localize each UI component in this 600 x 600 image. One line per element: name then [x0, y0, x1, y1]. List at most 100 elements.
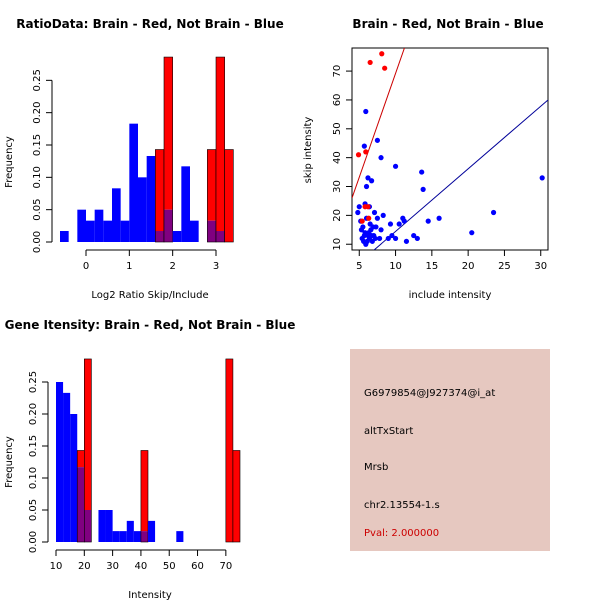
not-brain-point [356, 204, 362, 210]
gene-bar-blue [63, 392, 71, 542]
ratio-y-tick-label: 0.10 [32, 166, 43, 188]
pval-text: Pval: 2.000000 [364, 528, 439, 539]
gene-y-tick-label: 0.25 [28, 371, 39, 393]
gene-x-tick-label: 50 [163, 561, 176, 572]
not-brain-point [355, 209, 361, 216]
scatter-x-tick-label: 10 [389, 261, 402, 272]
gene-bar-blue [112, 531, 120, 542]
gene-bar-red [84, 358, 92, 510]
gene-bar-blue [133, 531, 141, 542]
not-brain-point [539, 175, 545, 181]
not-brain-point [378, 227, 384, 233]
not-brain-point [374, 215, 381, 221]
gene-bar-blue [119, 531, 127, 542]
ratio-bar-outline [163, 56, 173, 243]
ratio-bar-blue [129, 123, 138, 242]
gene-x-tick-label: 30 [106, 561, 119, 572]
gene-bar-overlap [140, 531, 148, 542]
ratio-bar-red [216, 57, 225, 232]
ratio-bar-red [207, 149, 216, 221]
ratio-y-tick-label: 0.15 [32, 134, 43, 156]
ratio-y-tick-label: 0.00 [32, 231, 43, 253]
gene-bar-red [232, 450, 240, 542]
not-brain-point [363, 183, 370, 190]
gene-y-label: Frequency [4, 436, 15, 488]
gene-x-label: Intensity [128, 590, 172, 600]
brain-point [366, 215, 372, 221]
gene-x-tick-label: 20 [78, 561, 91, 572]
brain-point [382, 65, 388, 71]
scatter-y-tick-label: 20 [332, 209, 343, 222]
not-brain-point [369, 178, 375, 184]
ratio-bar-outline [224, 149, 234, 243]
ratio-y-label: Frequency [4, 136, 15, 188]
ratio-bar-blue [190, 220, 199, 242]
gene-x-tick-label: 40 [135, 561, 148, 572]
not-brain-point [374, 137, 381, 143]
ratio-histogram-panel: RatioData: Brain - Red, Not Brain - Blue… [4, 17, 284, 301]
not-brain-point [373, 224, 379, 230]
ratio-y-tick-label: 0.20 [32, 102, 43, 124]
ratio-bar-overlap [164, 209, 173, 242]
gene-bar-outline [232, 450, 241, 543]
gene-y-tick-label: 0.15 [28, 435, 39, 457]
gene-histogram-panel: Gene Itensity: Brain - Red, Not Brain - … [4, 318, 295, 600]
ratio-x-tick-label: 1 [126, 261, 132, 272]
gene-name: Mrsb [364, 462, 388, 473]
scatter-y-tick-label: 60 [332, 94, 343, 107]
scatter-plot-box [351, 47, 549, 251]
gene-bar-outline [84, 358, 92, 543]
ratio-bar-blue [120, 220, 130, 242]
ratio-bar-red [224, 149, 234, 242]
scatter-y-label: skip intensity [303, 117, 314, 184]
info-panel: G6979854@J927374@i_at altTxStart Mrsb ch… [350, 349, 550, 551]
not-brain-point [392, 163, 399, 169]
scatter-y-tick-label: 70 [332, 65, 343, 78]
brain-point [355, 152, 362, 158]
not-brain-point [372, 235, 378, 242]
gene-bar-outline [140, 450, 149, 543]
info-box-background [350, 349, 550, 551]
scatter-chart-title: Brain - Red, Not Brain - Blue [352, 17, 543, 31]
not-brain-point [376, 235, 383, 242]
not-brain-point [403, 238, 410, 244]
not-brain-point [396, 221, 402, 227]
scatter-x-tick-label: 5 [356, 261, 362, 272]
gene-bars [56, 358, 241, 543]
ratio-chart-title: RatioData: Brain - Red, Not Brain - Blue [16, 17, 283, 31]
event-type: altTxStart [364, 426, 413, 437]
gene-axes: 0.00 0.05 0.10 0.15 0.20 0.25 10 20 30 40 50 60 70 [28, 371, 232, 572]
ratio-axes: 0.00 0.05 0.10 0.15 0.20 0.25 0 1 2 3 [32, 69, 219, 272]
ratio-bar-blue [86, 220, 95, 242]
not-brain-point [436, 215, 442, 221]
gene-y-tick-label: 0.20 [28, 403, 39, 425]
not-brain-point [363, 108, 369, 115]
ratio-x-tick-label: 2 [169, 261, 175, 272]
ratio-x-tick-label: 3 [213, 261, 219, 272]
not-brain-point [360, 224, 366, 230]
brain-point [379, 51, 385, 57]
not-brain-point [392, 235, 399, 242]
not-brain-point [387, 221, 394, 227]
gene-y-tick-label: 0.10 [28, 467, 39, 489]
scatter-axes: 5 10 15 20 25 30 10 20 30 40 50 60 70 [332, 65, 547, 272]
not-brain-point [419, 169, 425, 175]
scatter-y-tick-label: 30 [332, 180, 343, 193]
not-brain-point [371, 209, 378, 216]
gene-bar-red [140, 450, 148, 532]
probe-id: G6979854@J927374@i_at [364, 388, 495, 399]
not-brain-point [401, 218, 407, 224]
gene-y-tick-label: 0.00 [28, 531, 39, 553]
gene-bar-blue [70, 414, 78, 542]
scatter-x-tick-label: 20 [462, 261, 475, 272]
gene-bar-blue [98, 510, 106, 542]
gene-x-tick-label: 60 [191, 561, 204, 572]
brain-point [367, 59, 373, 66]
ratio-bar-blue [77, 209, 86, 242]
scatter-regression-lines [352, 48, 548, 250]
gene-bar-blue [56, 382, 64, 542]
gene-bar-blue [105, 510, 113, 542]
ratio-bar-blue [112, 188, 121, 242]
brain-fit-line [352, 48, 405, 199]
